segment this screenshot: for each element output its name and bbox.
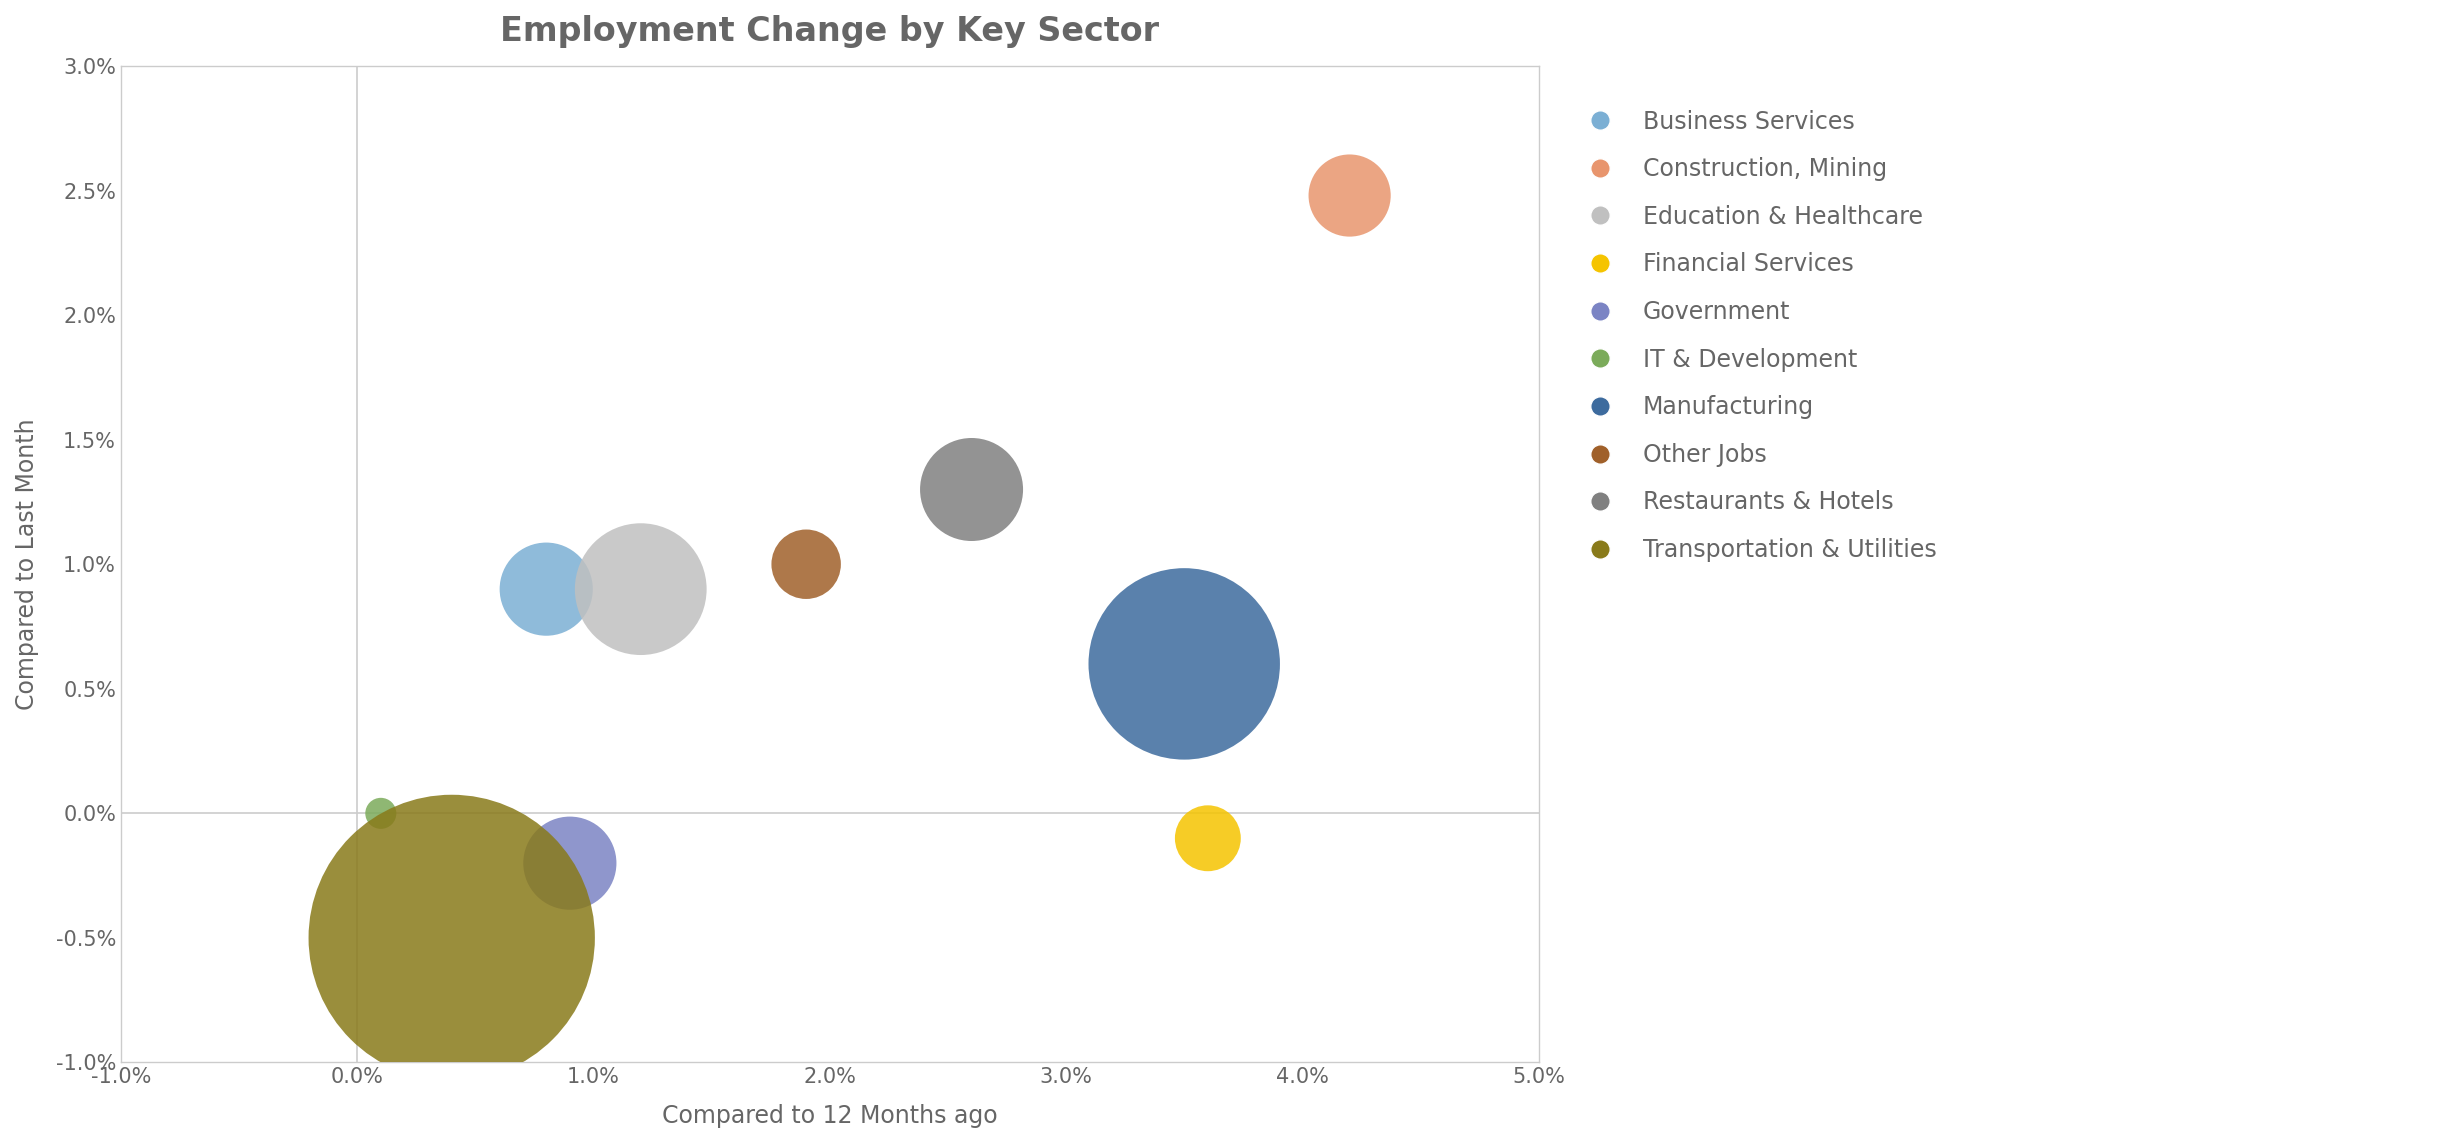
- Point: [551, 854, 590, 872]
- Point: [620, 580, 659, 598]
- Point: [787, 555, 827, 574]
- Point: [1331, 186, 1370, 205]
- Title: Employment Change by Key Sector: Employment Change by Key Sector: [499, 15, 1159, 48]
- Legend: Business Services, Construction, Mining, Education & Healthcare, Financial Servi: Business Services, Construction, Mining,…: [1565, 98, 1948, 574]
- Point: [952, 480, 991, 498]
- Point: [1164, 655, 1203, 673]
- Point: [362, 805, 401, 823]
- Y-axis label: Compared to Last Month: Compared to Last Month: [15, 418, 39, 710]
- Point: [526, 580, 566, 598]
- Point: [433, 929, 472, 948]
- X-axis label: Compared to 12 Months ago: Compared to 12 Months ago: [662, 1104, 999, 1128]
- Point: [1188, 829, 1228, 847]
